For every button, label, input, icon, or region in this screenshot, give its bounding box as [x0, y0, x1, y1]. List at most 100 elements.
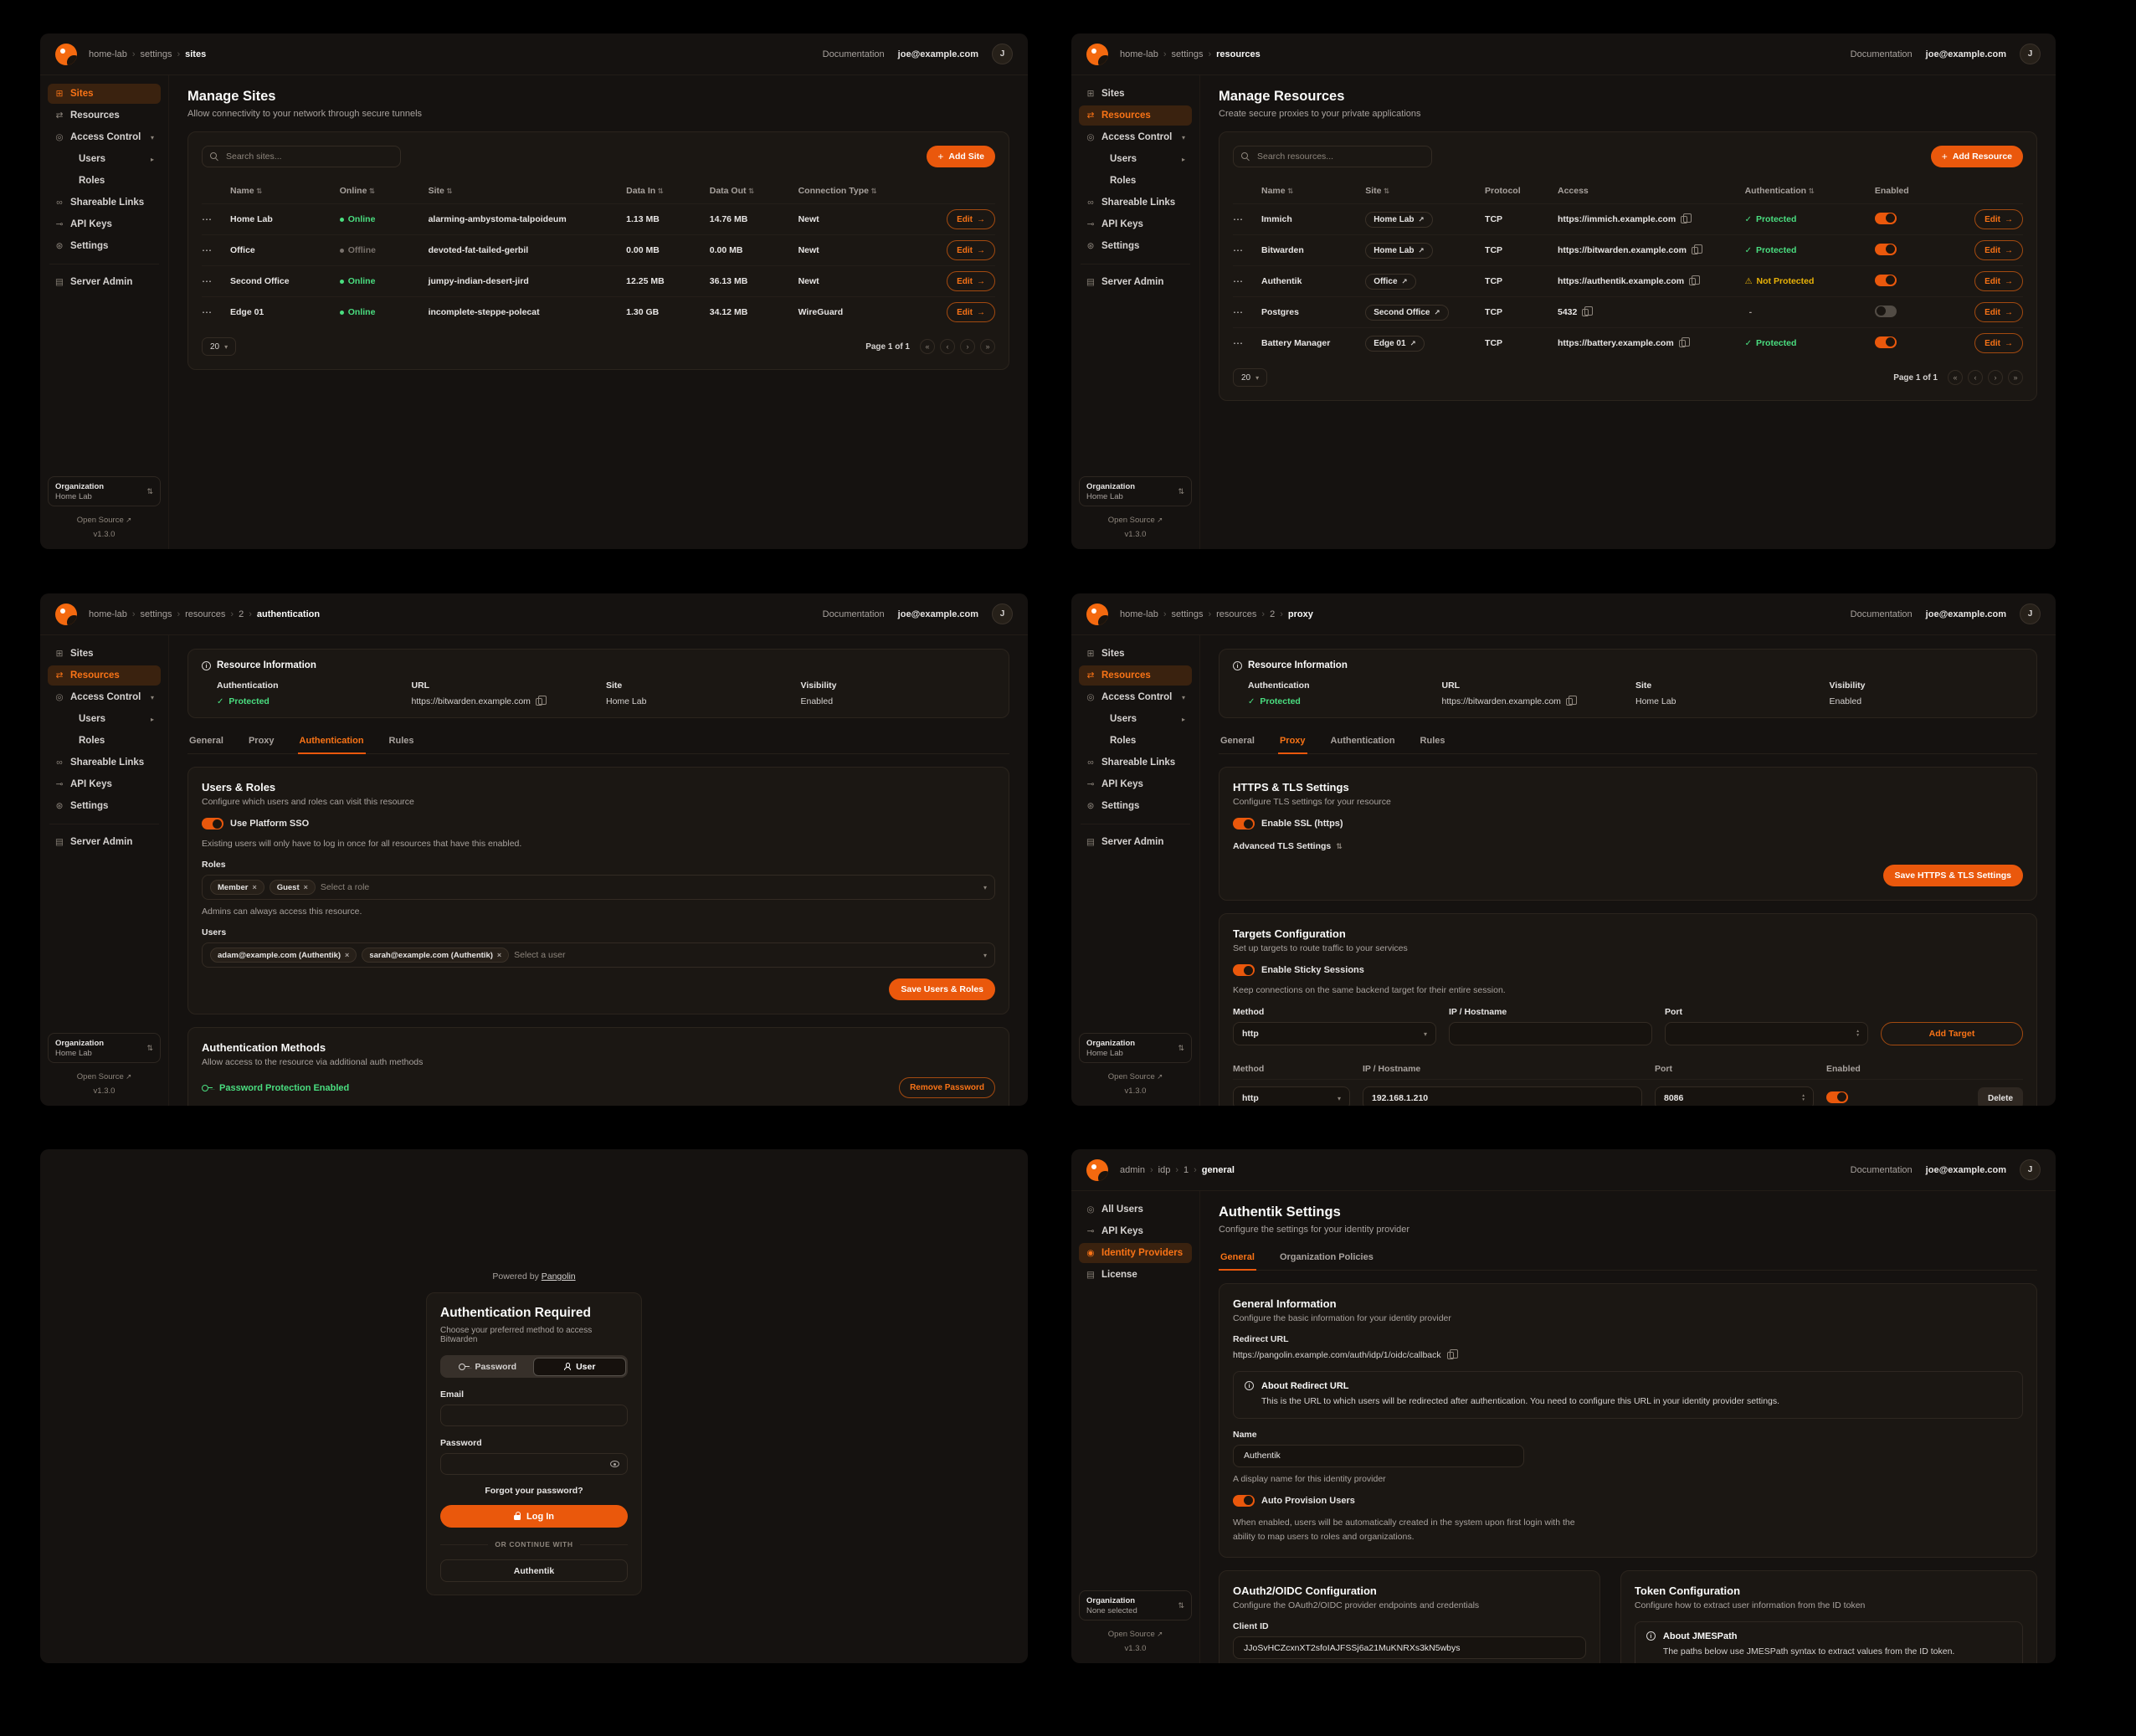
sidebar-item[interactable]: Users ▸ — [79, 714, 154, 724]
sidebar-item[interactable]: ◎ All Users — [1086, 1204, 1143, 1215]
edit-button[interactable]: Edit — [947, 302, 995, 322]
password-method-tab[interactable]: Password — [443, 1358, 534, 1376]
breadcrumb-item[interactable]: settings — [1172, 49, 1217, 59]
site-chip-link[interactable]: Home Lab — [1365, 242, 1433, 259]
search-input[interactable] — [1255, 151, 1424, 162]
sidebar-item[interactable]: ◎ Access Control ▾ — [1086, 692, 1185, 702]
delete-target-button[interactable]: Delete — [1977, 1087, 2023, 1106]
breadcrumb-item[interactable]: resources — [185, 609, 239, 619]
sidebar-item[interactable]: ∞ Shareable Links — [48, 193, 161, 213]
auto-provision-toggle[interactable] — [1233, 1494, 1255, 1507]
avatar[interactable]: J — [2020, 44, 2041, 64]
documentation-link[interactable]: Documentation — [1850, 1164, 1913, 1175]
user-chip[interactable]: adam@example.com (Authentik) — [210, 948, 357, 963]
col-connection-type[interactable]: Connection Type — [798, 186, 923, 196]
sidebar-item-server-admin[interactable]: ▤ Server Admin — [1086, 277, 1164, 287]
sidebar-item[interactable]: ⊸ API Keys — [1086, 779, 1143, 789]
tab[interactable]: Authentication — [1330, 736, 1395, 746]
roles-multiselect[interactable]: MemberGuest Select a role — [202, 875, 995, 900]
sidebar-item-server-admin[interactable]: ▤ Server Admin — [1086, 837, 1164, 847]
org-switcher[interactable]: Organization Home Lab — [48, 476, 161, 506]
target-enabled-toggle[interactable] — [1826, 1091, 1848, 1103]
role-chip[interactable]: Member — [210, 880, 264, 895]
col-site[interactable]: Site — [429, 186, 627, 196]
breadcrumb-item[interactable]: home-lab — [1120, 609, 1172, 619]
sidebar-item[interactable]: ▤ License — [1086, 1270, 1137, 1280]
edit-button[interactable]: Edit — [1974, 240, 2023, 260]
sidebar-item[interactable]: ⊛ Settings — [1086, 241, 1140, 251]
access-url[interactable]: https://battery.example.com — [1557, 338, 1674, 348]
breadcrumb-item[interactable]: idp — [1158, 1165, 1184, 1175]
pangolin-link[interactable]: Pangolin — [541, 1271, 576, 1281]
sidebar-item[interactable]: ⊛ Settings — [55, 801, 109, 811]
page-size-select[interactable]: 20 — [1233, 368, 1268, 387]
user-email[interactable]: joe@example.com — [897, 49, 978, 59]
user-chip[interactable]: sarah@example.com (Authentik) — [362, 948, 510, 963]
site-chip-link[interactable]: Second Office — [1365, 304, 1449, 321]
save-tls-button[interactable]: Save HTTPS & TLS Settings — [1882, 865, 2023, 886]
ip-hostname-input[interactable] — [1449, 1022, 1652, 1045]
documentation-link[interactable]: Documentation — [822, 49, 885, 59]
next-page-button[interactable]: › — [960, 339, 975, 354]
row-menu-button[interactable] — [202, 244, 230, 256]
jmespath-learn-link[interactable]: Learn more about JMESPath — [1663, 1662, 1790, 1663]
avatar[interactable]: J — [2020, 603, 2041, 624]
user-method-tab[interactable]: User — [533, 1357, 626, 1376]
search-input[interactable] — [224, 151, 393, 162]
avatar[interactable]: J — [992, 603, 1013, 624]
add-target-button[interactable]: Add Target — [1881, 1022, 2023, 1045]
copy-icon[interactable] — [535, 695, 547, 706]
breadcrumb-item[interactable]: home-lab — [89, 49, 141, 59]
eye-icon[interactable] — [610, 1461, 619, 1467]
enable-ssl-toggle[interactable] — [1233, 818, 1255, 829]
org-switcher[interactable]: Organization Home Lab — [1079, 1033, 1192, 1063]
user-email[interactable]: joe@example.com — [1925, 1164, 2006, 1175]
save-users-roles-button[interactable]: Save Users & Roles — [889, 978, 995, 1000]
breadcrumb-item[interactable]: 1 — [1184, 1165, 1202, 1175]
edit-button[interactable]: Edit — [1974, 271, 2023, 291]
enabled-toggle[interactable] — [1874, 212, 1897, 224]
sidebar-item[interactable]: ⊛ Settings — [1086, 801, 1140, 811]
sidebar-item[interactable]: ⊸ API Keys — [1086, 219, 1143, 229]
add-resource-button[interactable]: Add Resource — [1930, 146, 2023, 167]
sidebar-item[interactable]: ∞ Shareable Links — [48, 752, 161, 773]
sidebar-item[interactable]: ⇄ Resources — [55, 110, 120, 121]
sidebar-item[interactable]: Roles — [1110, 736, 1137, 746]
prev-page-button[interactable]: ‹ — [1968, 370, 1983, 385]
enabled-toggle[interactable] — [1874, 243, 1897, 255]
idp-name-input[interactable] — [1242, 1450, 1515, 1462]
sidebar-item[interactable]: Roles — [1110, 176, 1137, 186]
method-select[interactable]: http — [1233, 1022, 1436, 1045]
open-source-link[interactable]: Open Source — [1079, 1072, 1192, 1081]
documentation-link[interactable]: Documentation — [1850, 609, 1913, 619]
access-url[interactable]: https://bitwarden.example.com — [1557, 245, 1687, 255]
copy-icon[interactable] — [1678, 336, 1690, 347]
target-port-input[interactable]: 8086 — [1655, 1086, 1814, 1106]
breadcrumb-item[interactable]: settings — [1172, 609, 1217, 619]
open-source-link[interactable]: Open Source — [48, 1072, 161, 1081]
edit-button[interactable]: Edit — [947, 271, 995, 291]
platform-sso-toggle[interactable] — [202, 818, 223, 829]
access-url[interactable]: https://immich.example.com — [1557, 214, 1676, 224]
site-chip-link[interactable]: Home Lab — [1365, 211, 1433, 228]
avatar[interactable]: J — [2020, 1159, 2041, 1180]
first-page-button[interactable]: « — [1948, 370, 1963, 385]
sidebar-item[interactable]: ⊛ Settings — [55, 241, 109, 251]
target-ip-input[interactable]: 192.168.1.210 — [1363, 1086, 1642, 1106]
login-button[interactable]: Log In — [440, 1505, 628, 1528]
breadcrumb-item[interactable]: authentication — [256, 609, 321, 619]
add-site-button[interactable]: Add Site — [927, 146, 995, 167]
sidebar-item[interactable]: ⊞ Sites — [1086, 89, 1125, 99]
copy-icon[interactable] — [1565, 695, 1577, 706]
sidebar-item[interactable]: ⊸ API Keys — [1086, 1226, 1143, 1236]
copy-icon[interactable] — [1446, 1348, 1458, 1359]
sidebar-item-server-admin[interactable]: ▤ Server Admin — [55, 837, 133, 847]
prev-page-button[interactable]: ‹ — [940, 339, 955, 354]
role-chip[interactable]: Guest — [269, 880, 316, 895]
copy-icon[interactable] — [1692, 244, 1703, 254]
last-page-button[interactable]: » — [980, 339, 995, 354]
advanced-tls-settings[interactable]: Advanced TLS Settings — [1233, 841, 2023, 851]
row-menu-button[interactable] — [202, 213, 230, 225]
org-switcher[interactable]: Organization Home Lab — [48, 1033, 161, 1063]
next-page-button[interactable]: › — [1988, 370, 2003, 385]
